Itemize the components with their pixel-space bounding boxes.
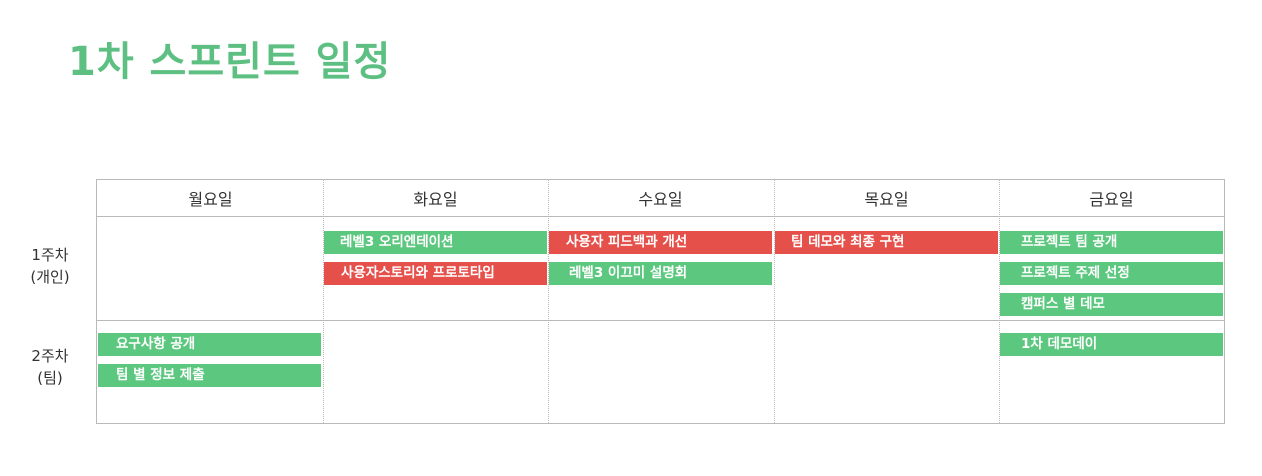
- day-header-friday: 금요일: [1089, 190, 1134, 209]
- event-level3-orientation[interactable]: 레벨3 오리엔테이션: [324, 231, 547, 254]
- week-label-line: 2주차: [31, 347, 69, 365]
- schedule-table: 월요일 화요일 수요일 목요일 금요일 레벨3 오리엔테이션 사용자스토리와 프…: [96, 179, 1225, 424]
- week-label-line: (팀): [37, 369, 63, 387]
- event-campus-demo[interactable]: 캠퍼스 별 데모: [1000, 293, 1223, 316]
- event-mentor-session[interactable]: 레벨3 이끄미 설명회: [549, 262, 772, 285]
- column-divider: [323, 180, 324, 423]
- column-divider: [774, 180, 775, 423]
- column-divider: [548, 180, 549, 423]
- week-label-2: 2주차 (팀): [22, 345, 78, 389]
- week-label-line: 1주차: [31, 246, 69, 264]
- week-divider: [97, 320, 1224, 321]
- event-requirements-reveal[interactable]: 요구사항 공개: [98, 333, 321, 356]
- day-header-wednesday: 수요일: [638, 190, 683, 209]
- event-demo-day[interactable]: 1차 데모데이: [1000, 333, 1223, 356]
- day-header-tuesday: 화요일: [413, 190, 458, 209]
- day-header-monday: 월요일: [188, 190, 233, 209]
- event-team-demo[interactable]: 팀 데모와 최종 구현: [775, 231, 998, 254]
- event-user-feedback[interactable]: 사용자 피드백과 개선: [549, 231, 772, 254]
- event-project-topic-selection[interactable]: 프로젝트 주제 선정: [1000, 262, 1223, 285]
- header-divider: [97, 216, 1224, 217]
- week-label-line: (개인): [30, 268, 70, 286]
- column-divider: [999, 180, 1000, 423]
- event-user-story-prototype[interactable]: 사용자스토리와 프로토타입: [324, 262, 547, 285]
- event-project-team-reveal[interactable]: 프로젝트 팀 공개: [1000, 231, 1223, 254]
- page-title: 1차 스프린트 일정: [68, 39, 392, 85]
- day-header-thursday: 목요일: [864, 190, 909, 209]
- event-team-info-submit[interactable]: 팀 별 정보 제출: [98, 364, 321, 387]
- week-label-1: 1주차 (개인): [22, 244, 78, 288]
